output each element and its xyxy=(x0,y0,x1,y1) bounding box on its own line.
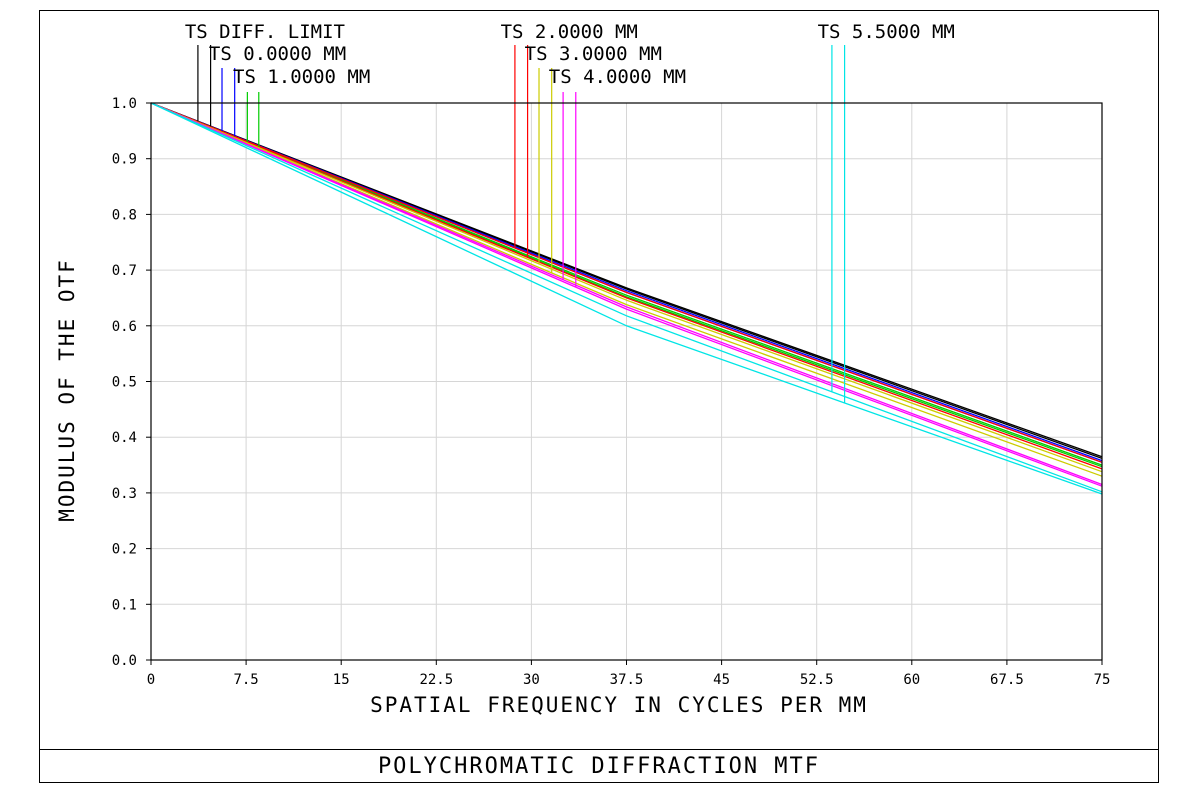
y-tick-label: 0.9 xyxy=(112,152,137,168)
series-line-11 xyxy=(150,102,1103,487)
series-layer xyxy=(150,102,1103,495)
y-tick-label: 0.4 xyxy=(112,430,137,446)
legend-label: TS 5.5000 MM xyxy=(818,21,955,43)
x-tick-labels: 0 7.5 15 22.5 30 37.5 45 52.5 60 67.5 75 xyxy=(147,672,1111,688)
x-tick-label: 22.5 xyxy=(419,672,453,688)
grid xyxy=(146,102,1103,665)
series-line-10 xyxy=(150,102,1103,486)
x-axis-label: SPATIAL FREQUENCY IN CYCLES PER MM xyxy=(370,693,868,717)
y-tick-label: 0.3 xyxy=(112,486,137,502)
x-tick-label: 37.5 xyxy=(610,672,644,688)
series-line-9 xyxy=(150,102,1103,477)
y-tick-label: 0.7 xyxy=(112,263,137,279)
y-tick-label: 0.0 xyxy=(112,653,137,669)
x-tick-label: 7.5 xyxy=(233,672,258,688)
footer-divider xyxy=(39,749,1159,750)
legend-label: TS 2.0000 MM xyxy=(501,21,638,43)
x-tick-label: 0 xyxy=(147,672,155,688)
series-line-12 xyxy=(150,102,1103,493)
y-tick-label: 0.8 xyxy=(112,207,137,223)
y-tick-label: 0.5 xyxy=(112,375,137,391)
x-tick-label: 15 xyxy=(333,672,350,688)
y-tick-label: 0.1 xyxy=(112,597,137,613)
y-tick-label: 0.6 xyxy=(112,319,137,335)
x-tick-label: 75 xyxy=(1094,672,1111,688)
plot-frame xyxy=(39,10,1159,783)
y-axis-label: MODULUS OF THE OTF xyxy=(55,258,79,522)
x-tick-label: 30 xyxy=(523,672,540,688)
y-tick-label: 0.2 xyxy=(112,542,137,558)
legend-label: TS 0.0000 MM xyxy=(209,43,346,65)
legend-markers xyxy=(197,45,846,403)
series-line-8 xyxy=(150,102,1103,473)
y-tick-label: 1.0 xyxy=(112,96,137,112)
x-tick-label: 52.5 xyxy=(800,672,834,688)
chart-title: POLYCHROMATIC DIFFRACTION MTF xyxy=(377,754,821,779)
x-tick-label: 67.5 xyxy=(990,672,1024,688)
x-tick-label: 60 xyxy=(903,672,920,688)
series-line-13 xyxy=(150,102,1103,495)
legend-label: TS 4.0000 MM xyxy=(549,66,686,88)
legend-label: TS 1.0000 MM xyxy=(233,66,370,88)
series-line-6 xyxy=(150,102,1103,463)
series-line-7 xyxy=(150,102,1103,470)
y-tick-labels: 0.0 0.1 0.2 0.3 0.4 0.5 0.6 0.7 0.8 0.9 1.0 xyxy=(112,96,137,669)
plot-border xyxy=(150,102,1103,661)
legend-label: TS 3.0000 MM xyxy=(525,43,662,65)
legend-label: TS DIFF. LIMIT xyxy=(185,21,345,43)
x-tick-label: 45 xyxy=(713,672,730,688)
